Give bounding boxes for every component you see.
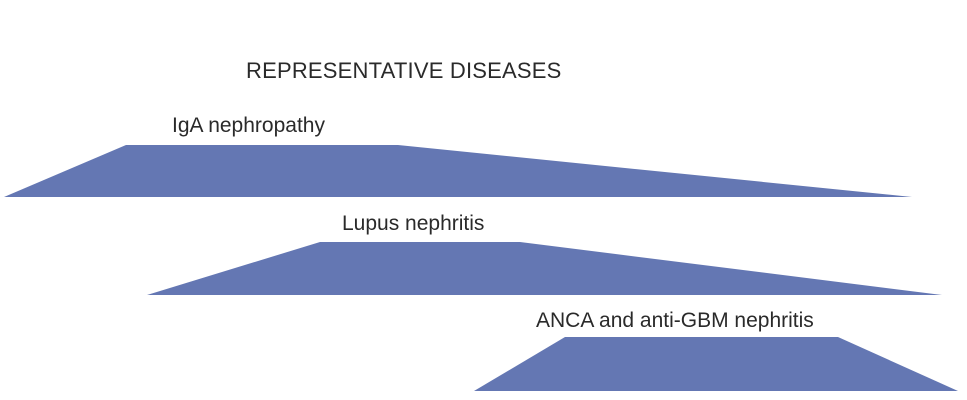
diagram-heading: REPRESENTATIVE DISEASES [246, 58, 562, 83]
lupus-nephritis-shape [147, 242, 942, 295]
iga-nephropathy-shape [4, 145, 912, 197]
anca-anti-gbm-nephritis-shape [474, 337, 958, 391]
label-anca-anti-gbm-nephritis: ANCA and anti-GBM nephritis [536, 309, 814, 332]
label-iga-nephropathy: IgA nephropathy [172, 114, 325, 137]
label-lupus-nephritis: Lupus nephritis [342, 212, 485, 235]
